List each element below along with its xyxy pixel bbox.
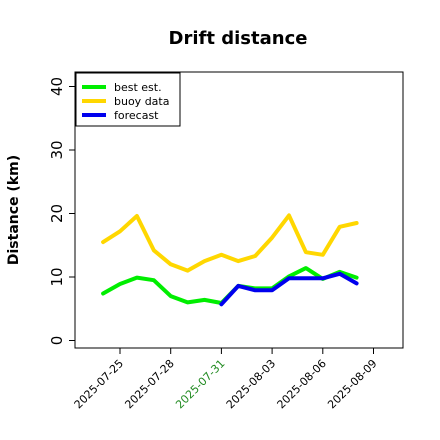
series-line-forecast xyxy=(219,271,359,307)
x-tick-label: 2025-08-09 xyxy=(325,357,379,411)
series-line-buoy-data xyxy=(101,213,359,273)
legend-label: forecast xyxy=(114,109,159,122)
y-axis-ticks: 0 10 20 30 40 xyxy=(48,77,75,345)
x-tick-label: 2025-07-31 xyxy=(173,357,227,411)
legend-label: best est. xyxy=(114,81,162,94)
y-tick-label: 30 xyxy=(48,140,66,159)
y-tick-label: 0 xyxy=(48,336,66,346)
y-tick-label: 40 xyxy=(48,77,66,96)
x-tick-label: 2025-08-06 xyxy=(275,357,329,411)
y-tick-label: 20 xyxy=(48,204,66,223)
y-axis-label: Distance (km) xyxy=(6,155,22,265)
x-axis-ticks: 2025-07-252025-07-282025-07-312025-08-03… xyxy=(72,348,380,411)
series-lines xyxy=(101,213,359,307)
x-tick-label: 2025-08-03 xyxy=(224,357,278,411)
plot-area xyxy=(74,71,404,349)
chart-title: Drift distance xyxy=(169,28,308,49)
x-tick-label: 2025-07-25 xyxy=(72,357,126,411)
legend-label: buoy data xyxy=(114,95,169,108)
x-tick-label: 2025-07-28 xyxy=(122,357,176,411)
y-tick-label: 10 xyxy=(48,267,66,286)
